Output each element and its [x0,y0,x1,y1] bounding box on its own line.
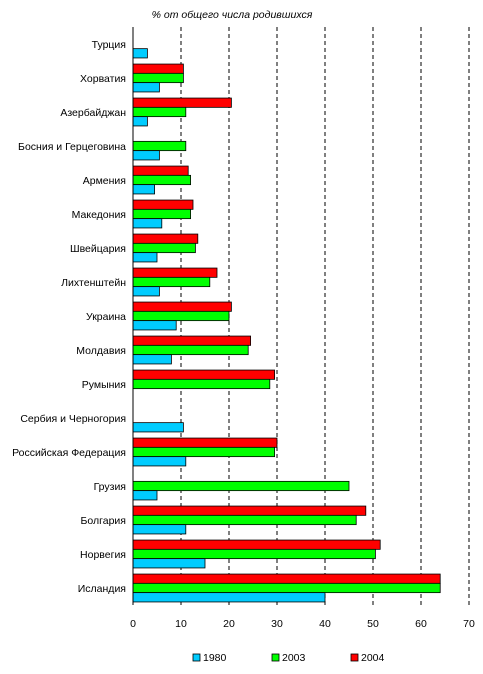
category-label: Российская Федерация [12,447,126,459]
x-tick-label-50: 50 [367,618,379,630]
bar-2003-грузия [132,480,350,492]
bar-2004-азербайджан [132,97,232,108]
legend-swatch-2004 [350,653,359,662]
bar-2003-исландия [132,582,441,594]
bar-1980-исландия [132,592,326,603]
bars [132,48,441,603]
x-axis: 0 10 20 30 40 50 60 70 [130,27,475,630]
category-label: Турция [92,39,126,51]
x-tick-label-40: 40 [319,618,331,630]
bar-2004-хорватия [132,63,184,74]
legend-label-2004: 2004 [361,652,385,664]
bar-1980-хорватия [132,82,160,93]
bar-1980-российская-федерация [132,456,187,467]
bar-2003-норвегия [132,548,376,560]
bar-1980-босния-и-герцеговина [132,150,160,161]
bar-2004-российская-федерация [132,437,278,448]
category-label: Румыния [82,379,126,391]
bar-2004-норвегия [132,539,381,550]
legend: 1980 2003 2004 [192,652,385,664]
x-tick-label-30: 30 [271,618,283,630]
legend-label-1980: 1980 [203,652,227,664]
bar-2003-российская-федерация [132,446,276,458]
bar-1980-болгария [132,524,187,535]
bar-2003-азербайджан [132,106,187,118]
chart-title: % от общего числа родившихся [152,9,313,21]
bar-1980-норвегия [132,558,206,569]
bar-2004-румыния [132,369,276,380]
category-label: Армения [83,175,126,187]
category-label: Хорватия [80,73,126,85]
bar-2003-македония [132,208,191,220]
bar-1980-азербайджан [132,116,148,127]
bar-2003-хорватия [132,72,184,84]
bar-2003-украина [132,310,230,322]
bar-1980-молдавия [132,354,172,365]
category-label: Азербайджан [60,107,126,119]
category-label: Украина [86,311,126,323]
bar-2003-румыния [132,378,271,390]
bar-2004-армения [132,165,189,176]
bar-1980-украина [132,320,177,331]
x-tick-label-10: 10 [175,618,187,630]
bar-2003-швейцария [132,242,196,254]
category-label: Болгария [81,515,126,527]
bar-2004-болгария [132,505,367,516]
legend-swatch-1980 [192,653,201,662]
bar-1980-сербия-и-черногория [132,422,184,433]
legend-label-2003: 2003 [282,652,306,664]
category-label: Молдавия [76,345,126,357]
bar-2004-украина [132,301,232,312]
x-tick-label-60: 60 [415,618,427,630]
bar-2003-болгария [132,514,357,526]
bar-1980-турция [132,48,148,59]
bar-2004-исландия [132,573,441,584]
bar-2003-босния-и-герцеговина [132,140,187,152]
category-label: Лихтенштейн [61,277,126,289]
category-label: Грузия [94,481,126,493]
bar-1980-армения [132,184,156,195]
bar-2004-македония [132,199,194,210]
x-tick-label-20: 20 [223,618,235,630]
bar-2003-армения [132,174,191,186]
bar-2003-лихтенштейн [132,276,211,288]
bar-2004-молдавия [132,335,251,346]
x-tick-label-70: 70 [463,618,475,630]
category-label: Исландия [78,583,126,595]
bar-2004-швейцария [132,233,199,244]
bar-2004-лихтенштейн [132,267,218,278]
category-label: Босния и Герцеговина [18,141,126,153]
x-tick-label-0: 0 [130,618,136,630]
bar-1980-грузия [132,490,158,501]
bar-1980-швейцария [132,252,158,263]
bar-1980-македония [132,218,163,229]
category-label: Македония [72,209,126,221]
category-label: Сербия и Черногория [20,413,126,425]
bar-2003-молдавия [132,344,249,356]
bar-1980-лихтенштейн [132,286,160,297]
category-label: Норвегия [80,549,126,561]
category-label: Швейцария [70,243,126,255]
category-labels: Турция Хорватия Азербайджан Босния и Герцег… [12,39,126,595]
legend-swatch-2003 [271,653,280,662]
